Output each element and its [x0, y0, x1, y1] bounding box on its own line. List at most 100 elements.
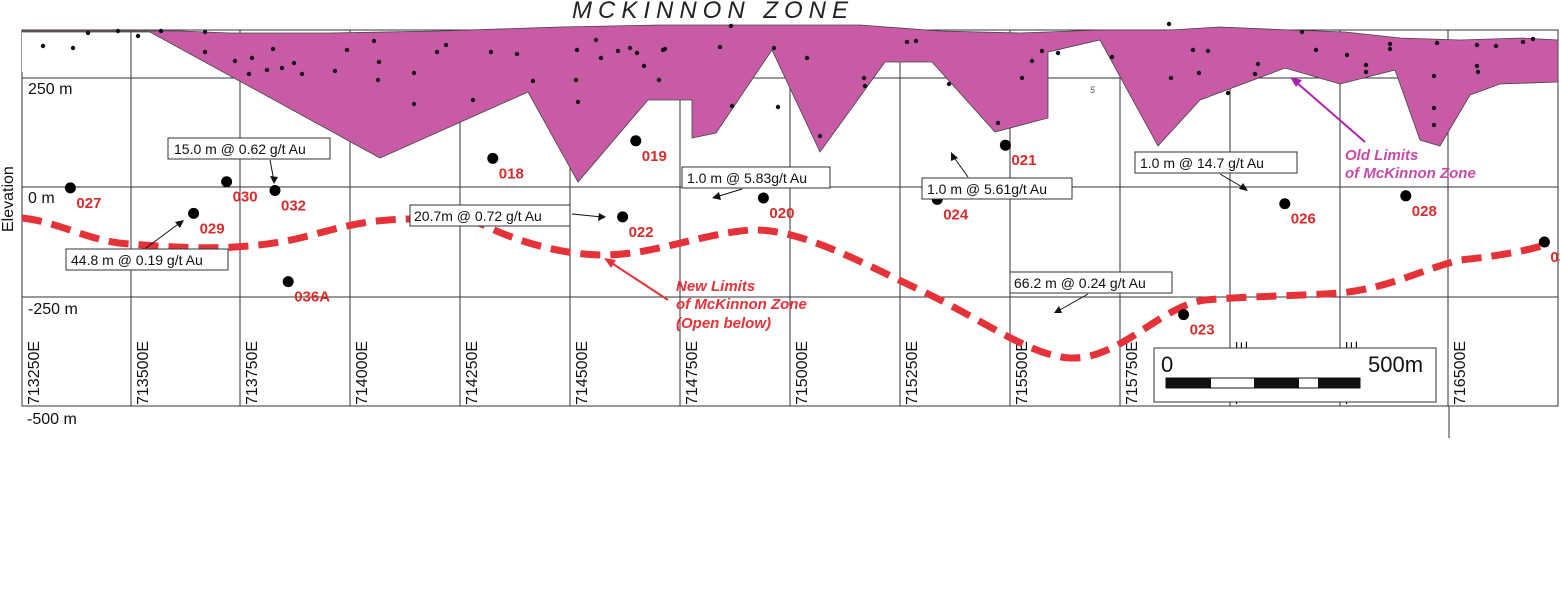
old-limits-arrow — [1295, 81, 1366, 143]
drill-hole-label: 020 — [769, 205, 794, 222]
sample-point — [575, 99, 581, 105]
sample-point — [1225, 90, 1231, 96]
callout-arrow — [571, 213, 603, 218]
drill-hole: 027 — [64, 182, 101, 212]
easting-label: 714000E — [354, 341, 371, 405]
callout-arrow — [1219, 173, 1245, 189]
old-limits-label-1: Old Limits — [1345, 147, 1418, 164]
sample-point — [264, 67, 270, 73]
drill-hole-marker — [1178, 309, 1190, 321]
arrowhead — [175, 220, 184, 228]
scale-bar: 0 500m — [1153, 347, 1437, 403]
sample-point — [1019, 75, 1025, 81]
drill-hole-label: 019 — [642, 148, 667, 165]
sample-point — [728, 23, 734, 29]
drill-hole-label: 018 — [499, 165, 524, 182]
sample-point — [804, 55, 810, 61]
arrowhead — [712, 192, 721, 200]
sample-point — [291, 60, 297, 66]
sample-point — [70, 45, 76, 51]
sample-point — [249, 55, 255, 61]
drill-hole: 035 — [1538, 236, 1560, 266]
drill-hole-label: 027 — [76, 195, 101, 212]
zone-sample-points — [40, 21, 1536, 139]
callout-arrow — [145, 221, 182, 249]
drill-hole-label: 024 — [943, 206, 969, 223]
drill-hole-label: 022 — [629, 224, 654, 241]
sample-point — [662, 46, 668, 52]
drill-hole-marker — [1400, 190, 1412, 202]
sample-point — [573, 77, 579, 83]
drill-hole: 028 — [1400, 190, 1437, 220]
elevation-label: -500 m — [27, 411, 77, 428]
sample-point — [946, 81, 952, 87]
easting-label: 715000E — [794, 341, 811, 405]
drill-hole-marker — [188, 207, 200, 219]
drill-hole-marker — [64, 182, 76, 194]
drill-hole: 021 — [999, 139, 1036, 169]
sample-point — [470, 97, 476, 103]
drill-hole-marker — [269, 185, 281, 197]
sample-point — [817, 133, 823, 139]
new-limits-label-2: of McKinnon Zone — [676, 296, 807, 313]
callout-arrow — [1057, 293, 1089, 312]
drill-hole-label: 028 — [1412, 203, 1437, 220]
sample-point — [344, 47, 350, 53]
easting-label: 716500E — [1452, 341, 1469, 405]
sample-point — [627, 45, 633, 51]
sample-point — [202, 29, 208, 35]
intercept-text: 15.0 m @ 0.62 g/t Au — [174, 141, 306, 157]
easting-label: 713500E — [135, 341, 152, 405]
drill-hole-marker — [630, 135, 642, 147]
easting-label: 713250E — [26, 341, 43, 405]
elevation-label: 250 m — [28, 81, 72, 98]
arrowhead — [270, 176, 278, 184]
drill-hole: 032 — [269, 185, 306, 215]
old-limits-zone — [21, 24, 1559, 183]
easting-label: 714250E — [464, 341, 481, 405]
sample-point — [246, 71, 252, 77]
sample-point — [1344, 52, 1350, 58]
drill-hole: 030 — [221, 176, 258, 206]
drill-hole-label: 035 — [1550, 249, 1560, 266]
arrowhead — [951, 152, 958, 161]
sample-point — [1109, 54, 1115, 60]
zone-notch — [22, 32, 30, 72]
sample-point — [332, 68, 338, 74]
intercept-callout: 20.7m @ 0.72 g/t Au — [409, 204, 606, 227]
drill-hole-label: 026 — [1291, 211, 1316, 228]
sample-point — [85, 30, 91, 36]
sample-point — [115, 28, 121, 34]
intercept-callout: 1.0 m @ 5.83g/t Au — [681, 166, 831, 200]
sample-point — [1520, 39, 1526, 45]
sample-point — [411, 70, 417, 76]
new-limits-line — [21, 214, 1550, 362]
easting-label: 715250E — [904, 341, 921, 405]
drill-hole: 023 — [1178, 309, 1215, 339]
drill-hole: 022 — [617, 211, 654, 241]
drill-hole: 029 — [188, 207, 225, 237]
elevation-label: -250 m — [28, 301, 78, 318]
sample-point — [656, 77, 662, 83]
sample-point — [729, 103, 735, 109]
sample-point — [1475, 69, 1481, 75]
drill-hole-label: 023 — [1190, 322, 1215, 339]
sample-point — [1474, 63, 1480, 69]
new-limits-label-1: New Limits — [676, 278, 755, 295]
sample-point — [598, 55, 604, 61]
new-limits-label-3: (Open below) — [676, 315, 771, 332]
intercept-callout: 1.0 m @ 14.7 g/t Au — [1134, 151, 1298, 191]
sample-point — [376, 59, 382, 65]
sample-point — [1029, 58, 1035, 64]
sample-point — [488, 49, 494, 55]
sample-point — [1474, 42, 1480, 48]
sample-point — [771, 45, 777, 51]
sample-point — [1530, 36, 1536, 42]
sample-point — [40, 43, 46, 49]
sample-point — [279, 65, 285, 71]
sample-point — [1363, 62, 1369, 68]
arrowhead — [598, 213, 606, 221]
old-limits-annotation: Old Limits of McKinnon Zone — [1290, 77, 1476, 182]
sample-point — [634, 50, 640, 56]
